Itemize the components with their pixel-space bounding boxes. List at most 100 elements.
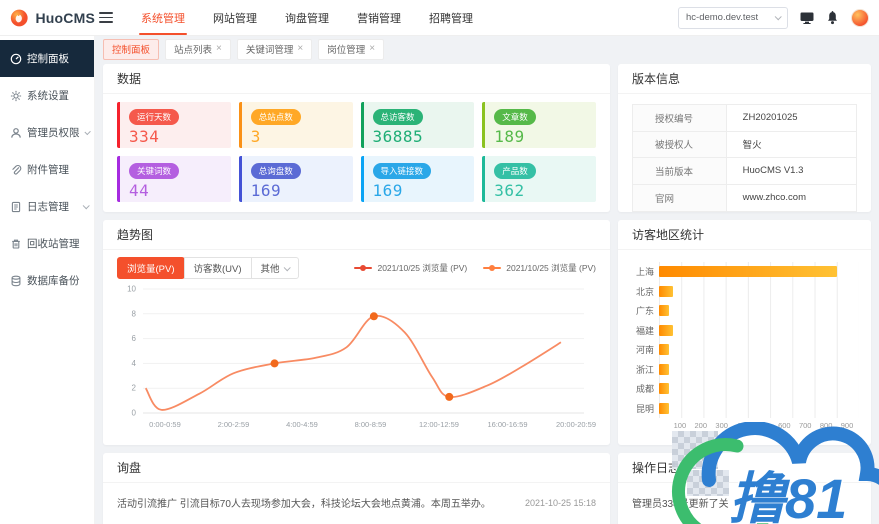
top-header: HuoCMS 系统管理网站管理询盘管理营销管理招聘管理 hc-demo.dev.…: [0, 0, 879, 36]
stat-card-0: 运行天数334: [117, 102, 231, 148]
stat-label-badge: 总站点数: [251, 109, 301, 125]
stat-card-5: 总询盘数169: [239, 156, 353, 202]
region-tick: 400: [736, 421, 749, 430]
sidebar-item-0[interactable]: 控制面板: [0, 40, 94, 77]
sidebar-item-6[interactable]: 数据库备份: [0, 262, 94, 299]
site-select-value: hc-demo.dev.test: [686, 12, 758, 23]
database-icon: [10, 275, 22, 287]
legend-item-0: 2021/10/25 浏览量 (PV): [354, 262, 467, 274]
legend-item-1: 2021/10/25 浏览量 (PV): [483, 262, 596, 274]
tab-1[interactable]: 站点列表×: [165, 39, 231, 60]
region-bar: [659, 364, 669, 375]
version-row-value: www.zhco.com: [727, 185, 856, 212]
version-title: 版本信息: [618, 64, 871, 94]
region-track: [659, 340, 859, 360]
region-bar: [659, 305, 669, 316]
region-row-2: 广东: [628, 301, 859, 321]
region-bar: [659, 344, 669, 355]
sidebar-item-4[interactable]: 日志管理: [0, 188, 94, 225]
region-rows: 上海北京广东福建河南浙江成都昆明: [628, 262, 859, 418]
app-root: HuoCMS 系统管理网站管理询盘管理营销管理招聘管理 hc-demo.dev.…: [0, 0, 879, 524]
trend-filter-button-2[interactable]: 其他: [251, 257, 299, 279]
close-icon[interactable]: ×: [297, 44, 303, 54]
region-label: 浙江: [628, 363, 654, 376]
inquiry-time: 2021-10-25 15:18: [525, 498, 596, 508]
sidebar-item-5[interactable]: 回收站管理: [0, 225, 94, 262]
region-tick: 700: [799, 421, 812, 430]
nav-item-0[interactable]: 系统管理: [127, 0, 199, 35]
svg-text:2:00-2:59: 2:00-2:59: [218, 420, 250, 429]
sidebar-item-1[interactable]: 系统设置: [0, 77, 94, 114]
bell-icon[interactable]: [826, 11, 839, 25]
svg-text:0: 0: [132, 409, 137, 418]
version-row-label: 当前版本: [633, 158, 727, 184]
inquiry-card: 询盘 活动引流推广 引流目标70人去现场参加大会，科技论坛大会地点黄浦。本周五举…: [103, 453, 610, 524]
region-row-1: 北京: [628, 282, 859, 302]
region-track: [659, 379, 859, 399]
close-icon[interactable]: ×: [369, 44, 375, 54]
region-label: 成都: [628, 382, 654, 395]
region-tick: 800: [820, 421, 833, 430]
version-row-value: 智火: [727, 132, 856, 158]
tab-0[interactable]: 控制面板: [103, 39, 159, 60]
region-label: 北京: [628, 285, 654, 298]
stat-value: 44: [129, 181, 223, 200]
region-bar: [659, 383, 669, 394]
stat-label-badge: 文章数: [494, 109, 536, 125]
stat-value: 36885: [373, 127, 467, 146]
stats-card: 数据 运行天数334总站点数3总访客数36885文章数189关键词数44总询盘数…: [103, 64, 610, 212]
region-track: [659, 282, 859, 302]
region-row-0: 上海: [628, 262, 859, 282]
close-icon[interactable]: ×: [216, 44, 222, 54]
region-row-5: 浙江: [628, 360, 859, 380]
stat-card-4: 关键词数44: [117, 156, 231, 202]
region-tick: 600: [778, 421, 791, 430]
region-row-6: 成都: [628, 379, 859, 399]
sidebar-item-3[interactable]: 附件管理: [0, 151, 94, 188]
collapse-menu-icon[interactable]: [99, 12, 113, 23]
sidebar-item-2[interactable]: 管理员权限: [0, 114, 94, 151]
version-row-value: ZH20201025: [727, 105, 856, 131]
tab-3[interactable]: 岗位管理×: [318, 39, 384, 60]
region-tick: 200: [695, 421, 708, 430]
stat-card-1: 总站点数 3: [239, 102, 353, 148]
version-row-value: HuoCMS V1.3: [727, 158, 856, 184]
user-avatar[interactable]: [851, 9, 869, 27]
nav-item-3[interactable]: 营销管理: [343, 0, 415, 35]
region-axis-ticks: 100200300400500600700800900: [659, 418, 847, 432]
version-row: 被授权人智火: [633, 132, 856, 159]
svg-text:8: 8: [132, 309, 137, 318]
legend-label: 2021/10/25 浏览量 (PV): [377, 262, 467, 274]
region-label: 昆明: [628, 402, 654, 415]
tab-2[interactable]: 关键词管理×: [237, 39, 312, 60]
user-icon: [10, 127, 22, 139]
region-bar-chart: 上海北京广东福建河南浙江成都昆明 10020030040050060070080…: [618, 250, 871, 432]
nav-item-1[interactable]: 网站管理: [199, 0, 271, 35]
nav-item-4[interactable]: 招聘管理: [415, 0, 487, 35]
stat-label-badge: 导入链接数: [373, 163, 432, 179]
stat-label-badge: 产品数: [494, 163, 536, 179]
region-bar: [659, 286, 673, 297]
stat-card-2: 总访客数36885: [361, 102, 475, 148]
stat-value: 362: [494, 181, 588, 200]
sidebar-item-label: 附件管理: [27, 162, 69, 177]
trend-card: 趋势图 浏览量(PV)访客数(UV)其他 2021/10/25 浏览量 (PV)…: [103, 220, 610, 445]
fullscreen-icon[interactable]: [800, 12, 814, 24]
site-select[interactable]: hc-demo.dev.test: [678, 7, 788, 29]
logs-card: 操作日志 管理员334号更新了关: [618, 453, 871, 524]
stat-value: 3: [251, 127, 345, 146]
region-title: 访客地区统计: [618, 220, 871, 250]
nav-item-2[interactable]: 询盘管理: [271, 0, 343, 35]
version-row-label: 被授权人: [633, 132, 727, 158]
stat-value: 169: [373, 181, 467, 200]
log-row: 管理员334号更新了关: [618, 483, 871, 522]
trend-filter-button-1[interactable]: 访客数(UV): [184, 257, 252, 279]
sidebar-item-label: 数据库备份: [27, 273, 80, 288]
brand-name: HuoCMS: [35, 10, 95, 26]
trend-filter-button-0[interactable]: 浏览量(PV): [117, 257, 185, 279]
svg-text:16:00-16:59: 16:00-16:59: [487, 420, 527, 429]
sidebar: 控制面板系统设置管理员权限附件管理日志管理回收站管理数据库备份: [0, 36, 95, 524]
main-nav: 系统管理网站管理询盘管理营销管理招聘管理: [127, 0, 487, 35]
region-track: [659, 321, 859, 341]
svg-text:6: 6: [132, 334, 137, 343]
